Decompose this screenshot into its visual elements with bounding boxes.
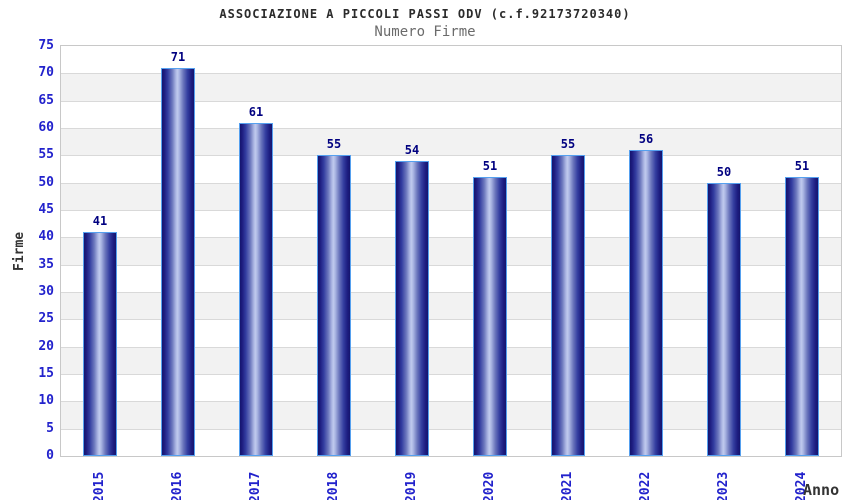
gridline <box>61 100 841 102</box>
x-axis-label: Anno <box>803 481 840 499</box>
y-tick-label: 65 <box>38 92 54 108</box>
x-tick-label: 2017 <box>248 471 263 500</box>
x-tick-label: 2015 <box>92 471 107 500</box>
bar-value-label: 61 <box>248 104 264 119</box>
y-tick-label: 10 <box>38 393 54 409</box>
bar-value-label: 71 <box>170 49 186 64</box>
y-tick-label: 75 <box>38 38 54 53</box>
gridline <box>61 264 841 266</box>
gridline <box>61 401 841 403</box>
bar-2022 <box>629 149 663 456</box>
y-tick-label: 40 <box>38 229 54 245</box>
y-tick-label: 30 <box>38 284 54 299</box>
bar-2018 <box>317 155 351 456</box>
y-tick-label: 50 <box>38 174 54 190</box>
x-tick-label: 2023 <box>716 471 731 500</box>
bar-2020 <box>473 177 507 456</box>
gridline <box>61 346 841 348</box>
bar-value-label: 54 <box>404 142 420 157</box>
gridline <box>61 128 841 129</box>
bar-2021 <box>551 155 585 456</box>
x-tick-label: 2021 <box>560 471 575 500</box>
bar-2019 <box>395 160 429 456</box>
bar-2023 <box>707 182 741 456</box>
y-tick-label: 25 <box>38 311 54 327</box>
bar-value-label: 55 <box>326 137 342 152</box>
bar-2024 <box>785 177 819 456</box>
bar-value-label: 55 <box>560 137 576 152</box>
gridline <box>61 155 841 157</box>
gridline <box>61 292 841 293</box>
y-tick-label: 0 <box>46 448 54 463</box>
bar-2015 <box>83 231 117 456</box>
x-tick-label: 2019 <box>404 471 419 500</box>
chart-title: ASSOCIAZIONE A PICCOLI PASSI ODV (c.f.92… <box>219 7 631 21</box>
gridline <box>61 428 841 430</box>
bar-value-label: 41 <box>92 213 108 228</box>
y-tick-label: 60 <box>38 120 54 135</box>
bar-value-label: 50 <box>716 164 732 179</box>
y-tick-label: 35 <box>38 256 54 272</box>
y-axis-label: Firme <box>12 231 27 271</box>
y-tick-label: 70 <box>38 65 54 81</box>
gridline <box>61 182 841 184</box>
bar-value-label: 56 <box>638 131 654 146</box>
x-tick-label: 2022 <box>638 471 653 500</box>
bar-value-label: 51 <box>794 159 810 174</box>
x-tick-label: 2020 <box>482 471 497 500</box>
gridline <box>61 73 841 75</box>
y-tick-label: 5 <box>46 420 54 436</box>
gridline <box>61 374 841 375</box>
gridline <box>61 237 841 239</box>
chart-subtitle: Numero Firme <box>374 24 476 40</box>
y-tick-label: 15 <box>38 366 54 381</box>
x-tick-label: 2016 <box>170 471 185 500</box>
gridline <box>61 210 841 211</box>
y-tick-label: 20 <box>38 338 54 354</box>
bar-2017 <box>239 122 273 456</box>
y-tick-label: 55 <box>38 147 54 163</box>
y-tick-label: 45 <box>38 202 54 217</box>
gridline <box>61 319 841 321</box>
x-tick-label: 2018 <box>326 471 341 500</box>
bar-2016 <box>161 67 195 456</box>
plot-area: 41 71 61 55 54 51 55 56 50 51 <box>60 45 842 457</box>
bar-value-label: 51 <box>482 159 498 174</box>
